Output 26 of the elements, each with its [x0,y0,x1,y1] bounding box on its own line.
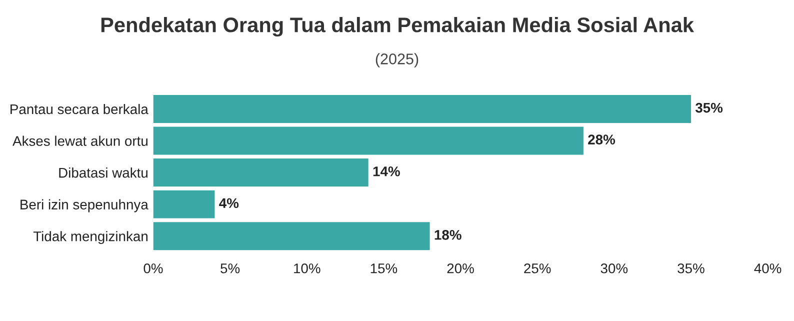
x-tick-label: 30% [600,263,628,274]
y-tick-label: Pantau secara berkala [10,104,148,114]
data-label: 28% [588,134,616,144]
y-tick-label: Beri izin sepenuhnya [20,199,148,212]
bar [153,190,215,218]
x-tick-label: 35% [678,263,704,274]
data-label: 14% [373,166,400,176]
y-tick-label: Akses lewat akun ortu [12,136,148,146]
y-tick-label: Dibatasi waktu [59,168,148,178]
data-label: 4% [219,198,239,208]
y-tick-label: Tidak mengizinkan [33,231,148,244]
x-tick-label: 40% [754,263,782,274]
chart-title: Pendekatan Orang Tua dalam Pemakaian Media Sosial Anak [101,17,694,37]
x-tick-label: 0% [144,263,163,274]
x-tick-label: 5% [220,264,240,274]
x-tick-label: 25% [524,263,551,274]
x-tick-label: 20% [447,263,474,274]
bar [153,94,691,123]
x-tick-label: 15% [370,264,398,274]
bar [153,158,368,187]
x-tick-label: 10% [294,263,320,274]
bar [153,126,584,155]
bar [153,222,430,250]
data-label: 35% [695,102,723,113]
data-label: 18% [434,230,462,240]
chart-subtitle: (2025) [376,53,418,68]
